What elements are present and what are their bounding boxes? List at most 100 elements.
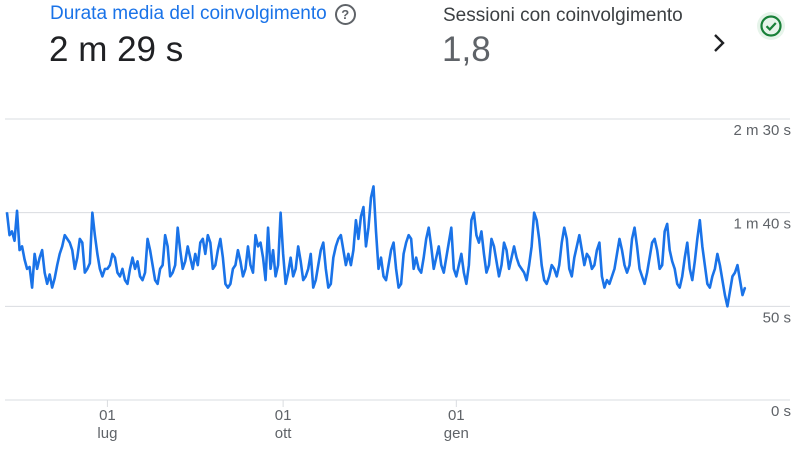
data-point	[453, 268, 455, 270]
data-point	[254, 234, 257, 236]
data-point	[159, 268, 161, 270]
data-point	[470, 219, 473, 221]
data-point	[84, 271, 86, 274]
data-point	[633, 226, 636, 229]
data-point	[608, 283, 611, 285]
data-point	[535, 219, 538, 221]
data-point	[345, 264, 347, 266]
data-point	[166, 245, 169, 248]
x-tick-day: 01	[99, 407, 116, 424]
data-point	[350, 264, 352, 266]
data-point	[262, 256, 264, 259]
data-point	[217, 249, 219, 251]
data-point	[282, 253, 284, 255]
data-point	[468, 264, 470, 266]
data-point	[465, 283, 468, 285]
data-point	[111, 253, 114, 255]
data-point	[427, 226, 430, 229]
data-point	[129, 268, 131, 270]
data-point	[264, 279, 267, 281]
data-point	[76, 256, 79, 259]
data-point	[658, 268, 661, 270]
data-point	[736, 264, 739, 266]
data-point	[478, 241, 480, 244]
data-point	[498, 275, 500, 278]
data-point	[397, 286, 400, 289]
data-point	[596, 249, 598, 251]
data-point	[510, 256, 513, 259]
data-point	[701, 245, 704, 248]
data-point	[297, 245, 299, 248]
data-point	[591, 268, 593, 270]
metric-title-engaged-sessions[interactable]: Sessioni con coinvolgimento	[443, 5, 683, 26]
data-point	[169, 275, 171, 278]
chevron-right-icon[interactable]	[706, 30, 732, 56]
data-point	[136, 260, 139, 263]
data-point	[734, 271, 736, 274]
data-point	[214, 264, 217, 266]
data-point	[686, 241, 689, 244]
check-circle-icon[interactable]	[756, 11, 786, 41]
chart-gridlines	[5, 118, 790, 401]
data-point	[347, 253, 350, 255]
data-point	[377, 268, 380, 270]
data-point	[460, 253, 463, 255]
data-point	[440, 264, 443, 266]
x-tick-day: 01	[275, 407, 292, 424]
data-point	[372, 185, 375, 188]
data-point	[53, 277, 56, 280]
data-point	[731, 275, 734, 278]
data-point	[209, 241, 212, 244]
data-point	[207, 234, 209, 236]
data-point	[553, 268, 556, 270]
data-point	[576, 245, 578, 248]
data-point	[179, 249, 181, 251]
data-point	[520, 268, 523, 270]
data-point	[367, 226, 370, 229]
data-point	[525, 279, 528, 281]
data-point	[458, 264, 460, 266]
data-point	[174, 264, 176, 266]
data-point	[729, 290, 731, 293]
data-point	[131, 256, 134, 259]
data-point	[626, 271, 628, 274]
data-point	[513, 245, 515, 248]
data-point	[410, 238, 412, 240]
data-point	[688, 268, 691, 270]
data-point	[719, 264, 721, 266]
data-point	[437, 245, 440, 248]
data-point	[232, 268, 234, 270]
data-point	[242, 275, 244, 278]
help-circle-icon[interactable]: ?	[334, 3, 356, 25]
data-point	[488, 264, 490, 266]
data-point	[23, 258, 26, 261]
data-point	[314, 279, 317, 281]
data-point	[578, 234, 581, 236]
data-point	[666, 223, 668, 225]
data-point	[683, 256, 686, 259]
data-point	[272, 249, 274, 251]
data-point	[581, 249, 583, 251]
data-point	[490, 238, 493, 240]
metric-title-avg-engagement[interactable]: Durata media del coinvolgimento ?	[50, 3, 356, 25]
data-point	[518, 264, 520, 266]
data-point	[71, 249, 74, 251]
data-point	[41, 249, 43, 251]
data-point	[663, 230, 666, 233]
data-point	[222, 256, 224, 259]
data-point	[463, 271, 465, 274]
data-point	[621, 249, 623, 251]
data-point	[325, 268, 327, 270]
data-point	[109, 264, 111, 266]
data-point	[151, 264, 154, 266]
data-point	[485, 271, 488, 274]
data-point	[505, 249, 508, 251]
data-point	[593, 264, 596, 266]
data-point	[289, 256, 292, 259]
data-point	[631, 238, 633, 240]
data-point	[277, 264, 279, 266]
data-point	[352, 249, 355, 251]
data-point	[565, 238, 568, 240]
data-point	[294, 268, 297, 270]
